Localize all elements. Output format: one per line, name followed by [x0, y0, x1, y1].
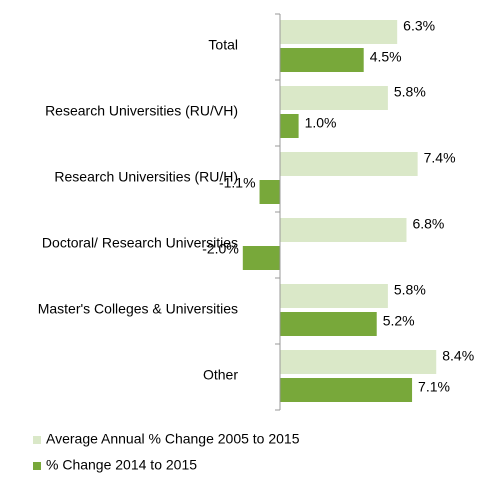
- category-label: Research Universities (RU/H): [54, 169, 238, 185]
- category-label: Doctoral/ Research Universities: [42, 235, 238, 251]
- category-label: Master's Colleges & Universities: [38, 301, 238, 317]
- value-label: 5.8%: [394, 84, 426, 100]
- bar: [280, 378, 413, 402]
- value-label: 7.1%: [418, 379, 450, 395]
- value-label: 7.4%: [424, 150, 456, 166]
- bar: [259, 180, 280, 204]
- bar: [280, 312, 377, 336]
- value-label: 4.5%: [370, 49, 402, 65]
- legend-swatch: [33, 462, 41, 470]
- category-label: Research Universities (RU/VH): [45, 103, 238, 119]
- bar: [280, 48, 364, 72]
- value-label: 8.4%: [442, 348, 474, 364]
- bar: [280, 350, 437, 374]
- bar: [280, 20, 398, 44]
- bar: [280, 114, 299, 138]
- legend-label: Average Annual % Change 2005 to 2015: [46, 431, 300, 447]
- bar: [242, 246, 280, 270]
- bar: [280, 86, 388, 110]
- bar: [280, 218, 407, 242]
- bar: [280, 152, 418, 176]
- value-label: -2.0%: [202, 241, 239, 257]
- value-label: 6.3%: [403, 18, 435, 34]
- category-label: Other: [203, 367, 238, 383]
- legend-swatch: [33, 436, 41, 444]
- legend-label: % Change 2014 to 2015: [46, 457, 197, 473]
- bar: [280, 284, 388, 308]
- value-label: 5.2%: [383, 313, 415, 329]
- value-label: 1.0%: [305, 115, 337, 131]
- value-label: -1.1%: [219, 175, 256, 191]
- value-label: 5.8%: [394, 282, 426, 298]
- value-label: 6.8%: [412, 216, 444, 232]
- category-label: Total: [208, 37, 238, 53]
